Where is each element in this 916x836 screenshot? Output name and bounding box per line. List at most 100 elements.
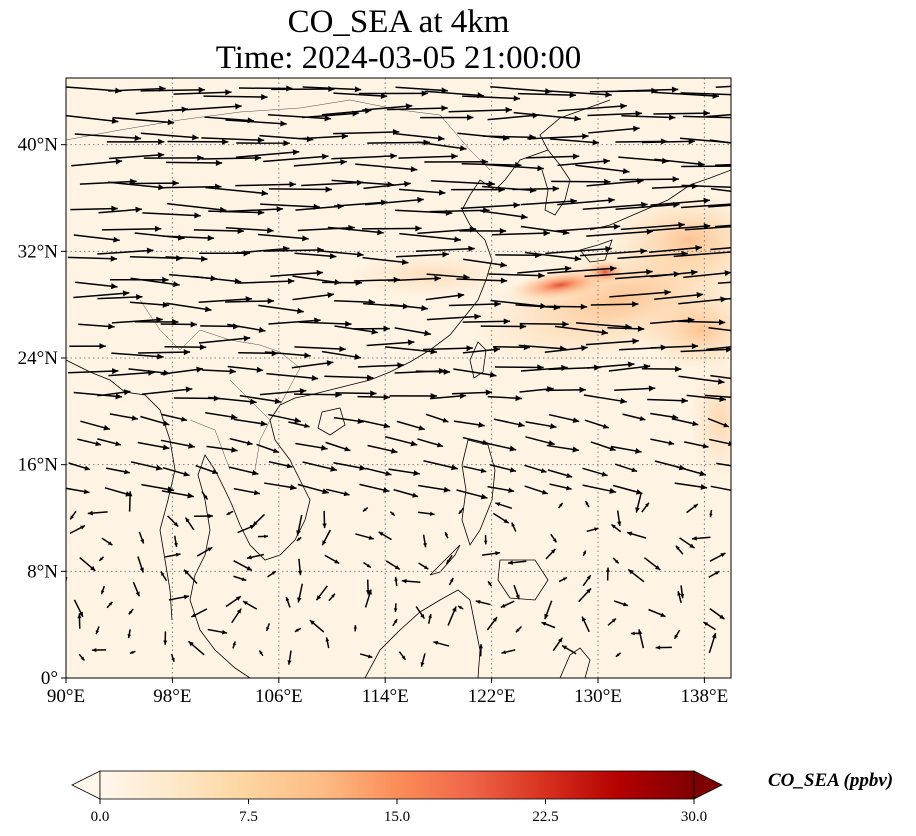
wind-arrow-head [709, 513, 713, 518]
wind-arrow-head [208, 513, 213, 519]
wind-arrow [517, 265, 572, 274]
wind-arrow-head [552, 185, 560, 192]
wind-arrow-shaft [208, 210, 265, 214]
wind-arrow-shaft [292, 293, 335, 301]
wind-arrow [444, 531, 449, 539]
wind-arrow-shaft [302, 112, 359, 119]
wind-arrow [353, 625, 357, 632]
wind-arrow [525, 153, 580, 160]
wind-arrow [637, 629, 645, 649]
wind-arrow [129, 180, 179, 187]
wind-arrow [239, 394, 282, 405]
wind-arrow-shaft [331, 155, 397, 160]
wind-arrow [78, 653, 86, 661]
wind-arrow-head [70, 515, 74, 520]
wind-arrow-head [611, 618, 616, 623]
wind-arrow-head [320, 444, 328, 451]
wind-arrow-head [353, 625, 357, 629]
wind-arrow [225, 297, 275, 305]
wind-arrow-head [605, 567, 610, 572]
wind-arrow [458, 507, 465, 515]
wind-arrow [364, 589, 372, 608]
wind-arrow-shaft [579, 250, 647, 257]
wind-arrow [680, 92, 731, 96]
wind-arrow-head [615, 653, 620, 657]
wind-arrow-head [221, 629, 228, 635]
wind-arrow [242, 600, 258, 610]
wind-arrow-head [475, 599, 481, 605]
wind-arrow [378, 531, 392, 541]
wind-arrow-shaft [617, 88, 679, 92]
wind-arrow-shaft [130, 277, 180, 286]
wind-arrow-head [253, 489, 260, 496]
wind-arrow [546, 444, 580, 453]
wind-arrow [130, 461, 163, 471]
wind-arrow-head [331, 593, 335, 598]
wind-arrow [160, 439, 196, 449]
wind-arrow-head [407, 339, 415, 346]
wind-arrow-shaft [164, 185, 222, 189]
wind-arrow [581, 616, 590, 633]
wind-arrow-head [311, 374, 319, 382]
wind-arrow-shaft [294, 393, 342, 396]
wind-arrow-head [371, 328, 378, 335]
wind-arrow [686, 503, 699, 514]
wind-arrow-head [503, 318, 511, 325]
wind-arrow [425, 292, 465, 301]
wind-arrow-shaft [293, 160, 347, 167]
wind-arrow [296, 514, 303, 536]
wind-arrow [399, 232, 461, 243]
wind-arrow [708, 632, 717, 654]
wind-arrow-shaft [678, 375, 725, 384]
wind-arrow [384, 436, 418, 447]
wind-arrow-head [357, 418, 364, 424]
wind-arrow-shaft [67, 256, 118, 260]
wind-arrow-shaft [390, 303, 428, 310]
wind-arrow-shaft [422, 347, 473, 351]
wind-arrow-head [115, 393, 123, 400]
wind-arrow-head [95, 441, 102, 447]
wind-arrow-head [507, 560, 513, 565]
wind-arrow [70, 205, 118, 212]
wind-arrow-head [537, 165, 544, 172]
wind-arrow-shaft [680, 203, 731, 209]
wind-arrow [427, 613, 432, 624]
wind-arrow [525, 436, 555, 446]
wind-arrow-shaft [429, 209, 490, 213]
wind-arrow [285, 596, 291, 608]
wind-arrow-shaft [395, 86, 448, 92]
wind-arrow [295, 442, 328, 451]
wind-arrow-head [241, 577, 247, 582]
wind-arrow-shaft [555, 225, 621, 232]
wind-arrow-head [691, 536, 697, 541]
wind-arrow [302, 461, 338, 472]
wind-arrow [267, 114, 332, 122]
wind-arrow [684, 441, 709, 449]
wind-arrow-head [330, 465, 337, 472]
wind-arrow-head [428, 614, 432, 619]
wind-arrow-shaft [650, 345, 699, 349]
map-timestamp: Time: 2024-03-05 21:00:00 [215, 40, 582, 76]
wind-arrow-head [604, 178, 611, 185]
wind-arrow-head [266, 626, 270, 631]
wind-arrow-head [669, 114, 676, 121]
wind-arrow-head [107, 541, 113, 546]
wind-arrow [297, 483, 329, 495]
wind-arrow [296, 536, 302, 542]
wind-arrow [259, 388, 307, 396]
wind-arrow-head [637, 629, 643, 635]
wind-arrow-head [438, 189, 446, 196]
wind-arrow [162, 234, 215, 242]
wind-arrow [166, 302, 212, 313]
wind-arrow [680, 585, 685, 599]
wind-arrow [325, 441, 351, 452]
wind-arrow-shaft [138, 351, 191, 354]
wind-arrow-shaft [717, 281, 731, 284]
wind-arrow [677, 591, 682, 603]
wind-arrow-shaft [453, 368, 497, 377]
wind-arrow-head [515, 594, 520, 600]
wind-arrow [321, 529, 331, 546]
wind-arrow [231, 608, 242, 624]
wind-arrow-head [730, 184, 731, 191]
wind-arrow-shaft [620, 223, 685, 231]
